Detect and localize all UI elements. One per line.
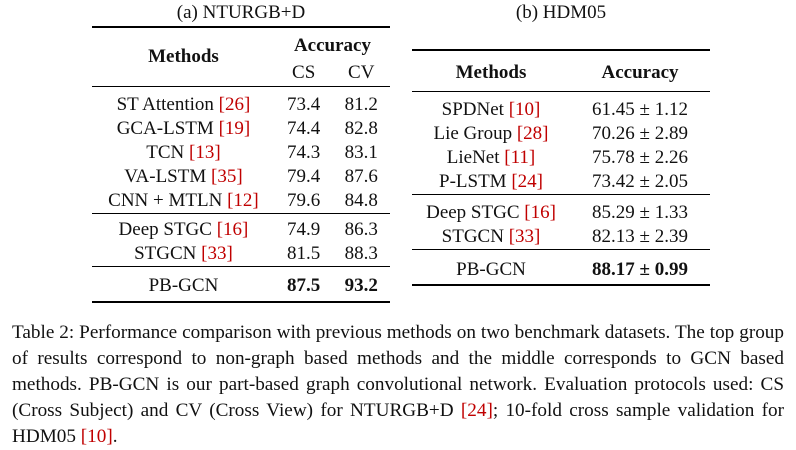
accuracy-value: 70.26 ± 2.89 <box>592 123 688 144</box>
method-name: P-LSTM <box>439 171 512 192</box>
table-row: STGCN [33] 82.13 ± 2.39 <box>412 225 710 250</box>
table-row: VA-LSTM [35] 79.4 87.6 <box>92 165 390 189</box>
table-row: Lie Group [28] 70.26 ± 2.89 <box>412 122 710 146</box>
cv-value: 86.3 <box>344 219 378 240</box>
cs-value: 81.5 <box>287 243 321 264</box>
citation-link[interactable]: [26] <box>218 94 251 115</box>
accuracy-value: 75.78 ± 2.26 <box>592 147 688 168</box>
method-name: VA-LSTM <box>124 166 211 187</box>
table-row: Deep STGC [16] 85.29 ± 1.33 <box>412 201 710 225</box>
method-name: Deep STGC <box>426 202 525 223</box>
table-b-hdm05: Methods Accuracy SPDNet [10] 61.45 ± 1.1… <box>412 49 710 286</box>
cs-value: 79.6 <box>287 190 321 211</box>
header-methods: Methods <box>455 62 527 83</box>
citation-link[interactable]: [33] <box>201 243 233 264</box>
header-cv: CV <box>348 62 375 83</box>
cs-value: 73.4 <box>287 94 321 115</box>
cs-value: 74.3 <box>287 142 321 163</box>
cv-value: 87.6 <box>344 166 378 187</box>
citation-link[interactable]: [19] <box>218 118 251 139</box>
cv-value: 88.3 <box>344 243 378 264</box>
citation-link[interactable]: [10] <box>508 99 541 120</box>
method-name: SPDNet <box>441 99 509 120</box>
cv-value: 81.2 <box>344 94 378 115</box>
method-name: ST Attention <box>116 94 219 115</box>
header-methods: Methods <box>148 46 219 67</box>
citation-link[interactable]: [24] <box>511 171 543 192</box>
table-a-nturgbd: Methods Accuracy CS CV ST Attention [26]… <box>92 26 390 303</box>
accuracy-value: 88.17 ± 0.99 <box>592 259 688 280</box>
cs-value: 74.4 <box>287 118 321 139</box>
caption-text: Table 2: Performance comparison with pre… <box>12 322 784 421</box>
table-row: TCN [13] 74.3 83.1 <box>92 141 390 165</box>
accuracy-value: 82.13 ± 2.39 <box>592 226 688 247</box>
method-name: CNN + MTLN <box>108 190 228 211</box>
table-row: SPDNet [10] 61.45 ± 1.12 <box>412 98 710 122</box>
table-row: STGCN [33] 81.5 88.3 <box>92 242 390 267</box>
method-name: LieNet <box>446 147 505 168</box>
accuracy-value: 61.45 ± 1.12 <box>592 99 688 120</box>
citation-link[interactable]: [28] <box>516 123 549 144</box>
citation-link[interactable]: [33] <box>508 226 541 247</box>
method-name: Lie Group <box>433 123 517 144</box>
method-name: STGCN <box>134 243 202 264</box>
method-name: GCA-LSTM <box>116 118 219 139</box>
citation-link[interactable]: [11] <box>504 147 536 168</box>
table-row: P-LSTM [24] 73.42 ± 2.05 <box>412 170 710 195</box>
method-name: PB-GCN <box>148 275 219 296</box>
cv-value: 84.8 <box>344 190 378 211</box>
table-row: Deep STGC [16] 74.9 86.3 <box>92 218 390 242</box>
method-name: Deep STGC <box>118 219 217 240</box>
table-row-ours: PB-GCN 88.17 ± 0.99 <box>412 256 710 285</box>
cs-value: 87.5 <box>287 275 321 296</box>
citation-link[interactable]: [12] <box>227 190 259 211</box>
table-row: LieNet [11] 75.78 ± 2.26 <box>412 146 710 170</box>
table-row: CNN + MTLN [12] 79.6 84.8 <box>92 189 390 214</box>
cs-value: 74.9 <box>287 219 321 240</box>
citation-link[interactable]: [13] <box>189 142 221 163</box>
citation-link[interactable]: [10] <box>80 426 113 447</box>
cv-value: 93.2 <box>344 275 378 296</box>
cs-value: 79.4 <box>287 166 321 187</box>
accuracy-value: 73.42 ± 2.05 <box>592 171 688 192</box>
citation-link[interactable]: [35] <box>211 166 243 187</box>
header-accuracy: Accuracy <box>601 62 679 83</box>
caption-text: . <box>112 426 118 447</box>
method-name: PB-GCN <box>456 259 526 280</box>
cv-value: 82.8 <box>344 118 378 139</box>
table-a-caption: (a) NTURGB+D <box>176 2 306 23</box>
table-b-caption: (b) HDM05 <box>515 2 607 23</box>
table-row: GCA-LSTM [19] 74.4 82.8 <box>92 117 390 141</box>
citation-link[interactable]: [24] <box>460 400 493 421</box>
table-caption: Table 2: Performance comparison with pre… <box>12 320 784 450</box>
cv-value: 83.1 <box>344 142 378 163</box>
method-name: TCN <box>146 142 189 163</box>
table-row: ST Attention [26] 73.4 81.2 <box>92 93 390 117</box>
accuracy-value: 85.29 ± 1.33 <box>592 202 688 223</box>
header-cs: CS <box>292 62 316 83</box>
header-accuracy: Accuracy <box>293 35 371 56</box>
method-name: STGCN <box>441 226 509 247</box>
citation-link[interactable]: [16] <box>524 202 556 223</box>
citation-link[interactable]: [16] <box>216 219 249 240</box>
table-row-ours: PB-GCN 87.5 93.2 <box>92 271 390 302</box>
